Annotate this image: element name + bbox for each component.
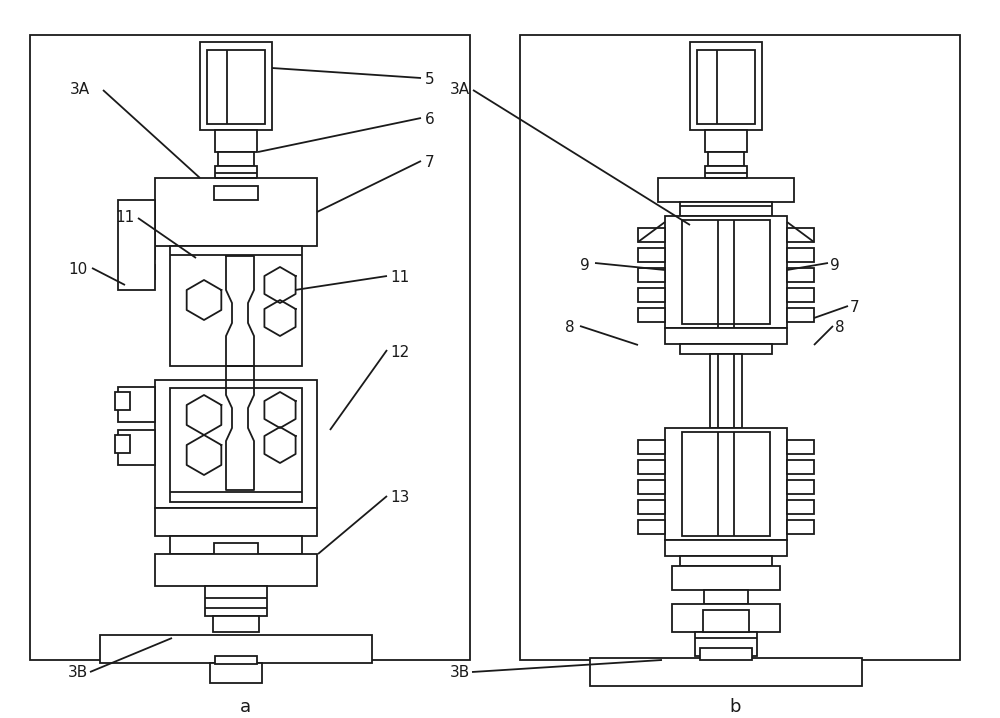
Bar (100, 635, 372, 663)
Bar (215, 166, 257, 178)
Text: 11: 11 (115, 210, 134, 225)
Bar (155, 380, 317, 508)
Bar (638, 308, 665, 322)
Text: 3B: 3B (68, 665, 88, 680)
Bar (213, 616, 259, 632)
Bar (155, 178, 317, 246)
Bar (787, 248, 814, 262)
Bar (115, 435, 130, 453)
Bar (638, 520, 665, 534)
Bar (787, 520, 814, 534)
Bar (658, 178, 794, 202)
Text: 8: 8 (565, 320, 575, 335)
Bar (214, 186, 258, 200)
Bar (207, 50, 265, 124)
Bar (130, 225, 155, 239)
Bar (705, 130, 747, 152)
Bar (682, 432, 770, 536)
Bar (118, 430, 155, 465)
Text: a: a (239, 698, 251, 716)
Text: 9: 9 (580, 258, 590, 273)
Bar (708, 152, 744, 166)
Bar (214, 543, 258, 555)
Text: 7: 7 (850, 300, 860, 315)
Bar (705, 166, 747, 178)
Bar (787, 268, 814, 282)
Bar (690, 42, 762, 130)
Bar (638, 460, 665, 474)
Bar (155, 508, 317, 536)
Bar (787, 308, 814, 322)
Text: 12: 12 (390, 345, 409, 360)
Bar (672, 566, 780, 590)
Bar (638, 248, 665, 262)
Text: 6: 6 (425, 112, 435, 127)
Bar (155, 554, 317, 586)
Bar (590, 658, 862, 686)
Bar (680, 556, 772, 566)
Bar (787, 480, 814, 494)
Bar (115, 392, 130, 410)
Text: 3A: 3A (450, 82, 470, 97)
Bar (170, 246, 302, 366)
Bar (215, 130, 257, 152)
Bar (695, 632, 757, 656)
Bar (130, 245, 155, 259)
Bar (118, 387, 155, 422)
Bar (170, 388, 302, 502)
Bar (170, 536, 302, 554)
Bar (130, 205, 155, 219)
Text: b: b (729, 698, 741, 716)
Text: 9: 9 (830, 258, 840, 273)
Bar (787, 440, 814, 454)
Bar (130, 265, 155, 279)
Bar (700, 648, 752, 660)
Text: 7: 7 (425, 155, 435, 170)
Text: 11: 11 (390, 270, 409, 285)
Bar (703, 610, 749, 632)
Bar (787, 460, 814, 474)
Bar (638, 268, 665, 282)
Bar (520, 35, 960, 660)
Bar (665, 428, 787, 540)
Bar (787, 228, 814, 242)
Bar (665, 328, 787, 344)
Text: 5: 5 (425, 72, 435, 87)
Bar (787, 500, 814, 514)
Bar (710, 354, 742, 428)
Bar (682, 220, 770, 324)
Bar (200, 42, 272, 130)
Bar (118, 200, 155, 290)
Bar (665, 540, 787, 556)
Bar (680, 202, 772, 216)
Bar (787, 288, 814, 302)
Bar (680, 344, 772, 354)
Bar (638, 228, 665, 242)
Text: 3A: 3A (70, 82, 90, 97)
Bar (697, 50, 755, 124)
Text: 10: 10 (68, 262, 87, 277)
Bar (672, 604, 780, 632)
Bar (638, 440, 665, 454)
Text: 8: 8 (835, 320, 845, 335)
Bar (218, 152, 254, 166)
Bar (638, 500, 665, 514)
Bar (210, 663, 262, 683)
Bar (30, 35, 470, 660)
Bar (665, 216, 787, 328)
Text: 13: 13 (390, 490, 409, 505)
Bar (704, 590, 748, 604)
Text: 3B: 3B (450, 665, 470, 680)
Bar (638, 480, 665, 494)
Bar (215, 656, 257, 664)
Bar (638, 288, 665, 302)
Bar (205, 586, 267, 616)
